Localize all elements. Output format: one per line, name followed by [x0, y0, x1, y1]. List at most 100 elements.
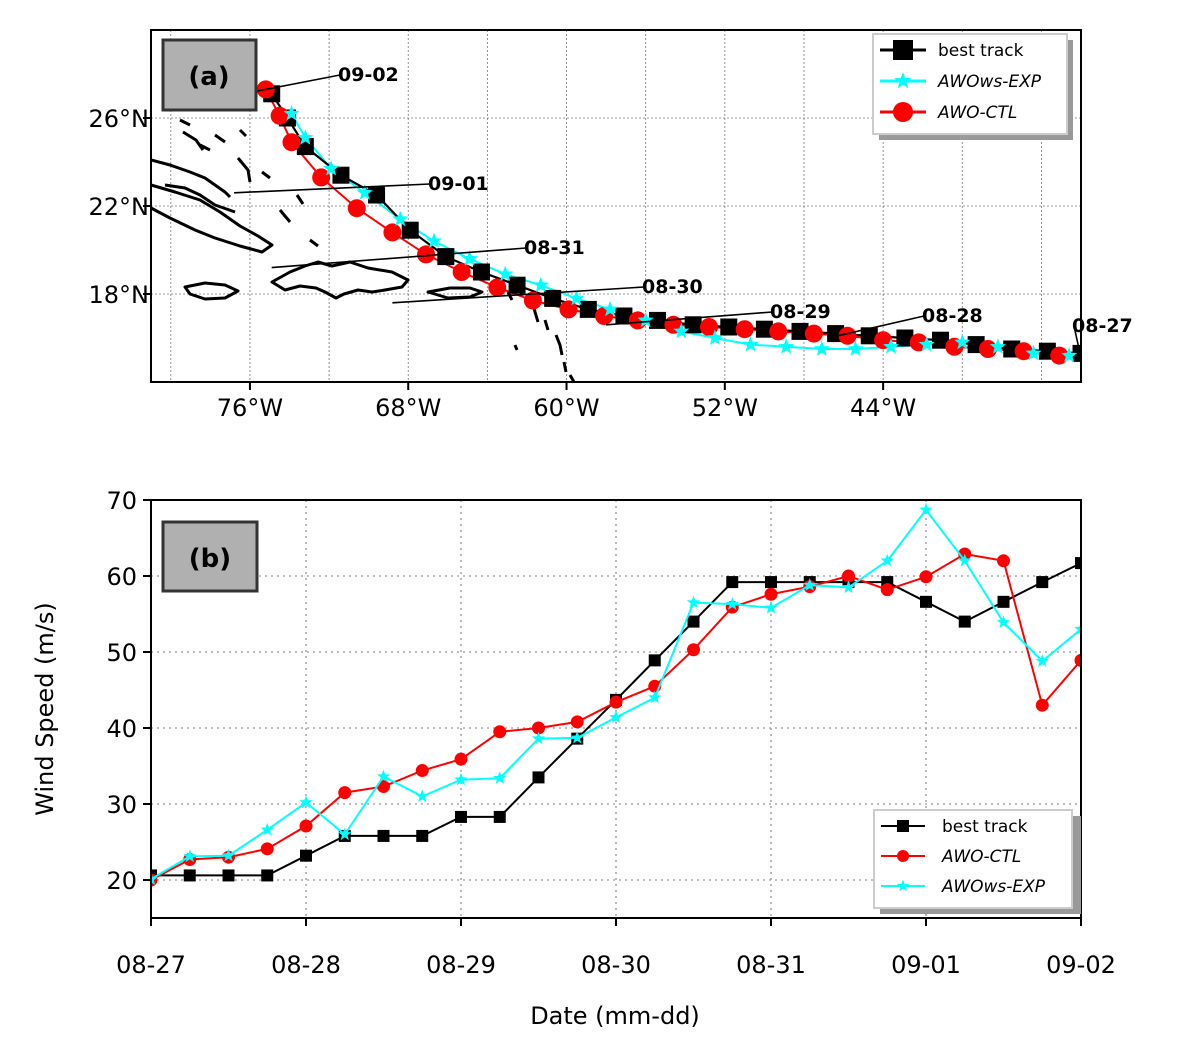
wind-point-circle — [415, 764, 429, 778]
wind-point-circle — [570, 715, 584, 729]
annotation-arrow — [271, 247, 527, 269]
track-point-star — [778, 338, 795, 354]
track-point-circle — [312, 168, 331, 187]
date-annotation: 08-29 — [770, 301, 831, 323]
track-point-square — [544, 289, 562, 307]
legend-a: best track AWOws-EXP AWO-CTL — [872, 33, 1073, 140]
wind-point-square — [687, 615, 700, 628]
wind-point-square — [261, 869, 274, 882]
annotation-arrow — [837, 315, 925, 337]
wind-point-circle — [454, 752, 468, 766]
track-point-circle — [769, 322, 788, 341]
wind-point-square — [532, 771, 545, 784]
track-point-circle — [282, 133, 301, 152]
track-point-square — [579, 300, 597, 318]
annotation-arrow — [606, 311, 773, 326]
wind-point-square — [997, 595, 1010, 608]
track-point-star — [425, 232, 442, 249]
track-point-star — [283, 105, 300, 121]
track-point-circle — [735, 320, 754, 339]
wind-axis-ticks: 20 30 40 50 60 70 08-27 08-28 08-29 08-30 08-31 09-… — [106, 487, 1115, 979]
annotation-arrow — [1073, 325, 1080, 350]
wind-point-square — [300, 849, 312, 862]
wind-point-square — [377, 829, 390, 842]
wind-x-tick-label: 08-30 — [581, 951, 651, 979]
wind-point-star — [764, 600, 778, 614]
wind-x-tick-label: 09-02 — [1046, 951, 1116, 979]
track-point-star — [392, 210, 409, 227]
wind-x-tick-label: 08-29 — [426, 951, 496, 979]
y-axis-label: Wind Speed (m/s) — [31, 602, 59, 816]
wind-point-star — [570, 730, 584, 744]
wind-point-circle — [764, 587, 778, 601]
date-annotation: 08-28 — [922, 305, 983, 327]
panel-a-label-bg — [161, 38, 258, 112]
date-annotation: 08-30 — [642, 276, 703, 298]
track-point-square — [932, 331, 950, 349]
wind-point-circle — [260, 842, 274, 856]
map-x-tick-label: 76°W — [217, 394, 283, 422]
wind-point-star — [221, 848, 236, 862]
wind-point-square — [920, 595, 932, 608]
coastlines — [151, 118, 576, 382]
wind-x-tick-label: 08-31 — [736, 951, 806, 979]
track-series — [256, 80, 1081, 365]
date-annotation: 09-02 — [338, 64, 399, 86]
track-point-star — [742, 336, 759, 352]
panel-a-label: (a) — [188, 62, 229, 92]
legend-b-marker — [897, 850, 909, 862]
wind-x-tick-label: 08-28 — [271, 951, 341, 979]
track-point-square — [791, 322, 809, 340]
date-annotation: 08-27 — [1072, 315, 1133, 337]
track-point-square — [720, 318, 738, 336]
panel-b-label-box: (b) — [161, 520, 259, 593]
wind-point-circle — [1074, 653, 1081, 667]
map-axis-ticks: 76°W 68°W 60°W 52°W 44°W 18°N 22°N 26°N — [89, 105, 917, 422]
wind-series — [151, 502, 1081, 887]
wind-point-star — [648, 690, 662, 704]
wind-point-circle — [880, 583, 894, 597]
panel-b-label-bg — [161, 520, 259, 593]
puerto-rico-coast — [426, 286, 484, 300]
track-point-square — [755, 320, 773, 338]
legend-b-label: AWO-CTL — [941, 847, 1021, 867]
legend-b: best track AWO-CTL AWOws-EXP — [873, 809, 1081, 914]
track-point-circle — [270, 106, 289, 125]
legend-a-marker — [894, 72, 912, 89]
wind-point-circle — [377, 780, 390, 794]
hispaniola-coast — [270, 260, 410, 300]
track-point-star — [989, 338, 1006, 354]
wind-point-star — [996, 615, 1011, 628]
track-point-star — [356, 184, 373, 200]
wind-point-star — [454, 772, 468, 786]
track-point-square — [615, 307, 633, 325]
wind-point-circle — [919, 570, 933, 584]
wind-x-tick-label: 08-27 — [116, 951, 186, 979]
track-point-circle — [559, 300, 578, 319]
track-point-circle — [383, 223, 402, 242]
wind-point-square — [958, 615, 971, 628]
wind-point-star — [841, 580, 856, 594]
map-x-tick-label: 44°W — [850, 394, 916, 422]
legend-a-marker — [893, 40, 913, 60]
map-y-tick-label: 22°N — [89, 193, 150, 221]
wind-x-tick-label: 09-01 — [891, 951, 961, 979]
track-point-star — [602, 300, 619, 317]
track-point-square — [332, 166, 350, 184]
wind-point-star — [493, 771, 507, 784]
map-x-tick-label: 68°W — [375, 394, 441, 422]
track-point-circle — [417, 245, 436, 264]
track-point-square — [896, 329, 914, 347]
wind-point-square — [765, 576, 777, 589]
panel-b-label: (b) — [189, 544, 231, 574]
wind-point-circle — [609, 695, 623, 709]
track-point-square — [401, 221, 419, 239]
track-point-square — [368, 186, 386, 204]
panel-b: 20 30 40 50 60 70 08-27 08-28 08-29 08-30 08-31 09-… — [31, 487, 1116, 1030]
track-point-star — [1025, 344, 1042, 361]
x-axis-label: Date (mm-dd) — [530, 1002, 700, 1030]
track-point-star — [532, 276, 549, 293]
wind-point-star — [376, 769, 391, 783]
jamaica-coast — [183, 281, 240, 301]
